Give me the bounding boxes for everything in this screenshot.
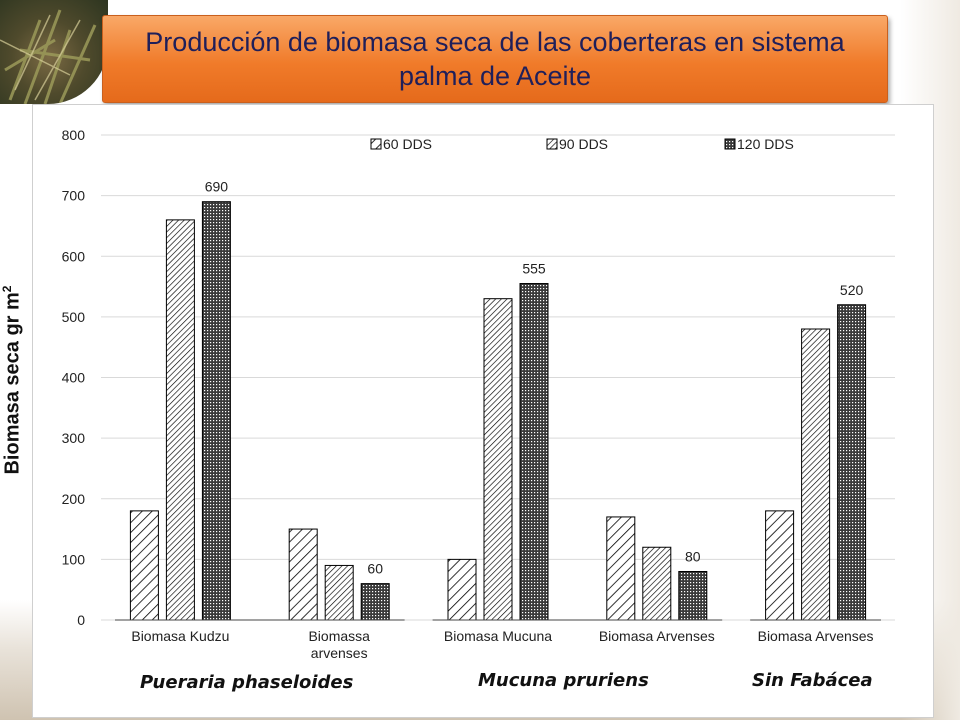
data-label: 555: [522, 261, 546, 277]
bar-chart: 690 60 555 80 520 0 100 200 300 400 500 600 700 800 B…: [62, 127, 895, 661]
group-label-pueraria: Pueraria phaseloides: [140, 672, 354, 693]
y-tick-label: 400: [62, 370, 86, 386]
palm-leaves-icon: [0, 9, 97, 104]
group-label-mucuna: Mucuna pruriens: [478, 670, 649, 691]
data-label: 60: [367, 561, 383, 577]
data-label: 690: [205, 179, 229, 195]
slide-title-banner: Producción de biomasa seca de las cobert…: [102, 15, 888, 103]
x-category-label: Biomasa Kudzu: [131, 628, 229, 644]
bar: [678, 571, 708, 621]
data-label: 80: [685, 549, 701, 565]
y-tick-label: 300: [62, 430, 86, 446]
bar: [837, 304, 867, 621]
y-axis-title-text: Biomasa seca gr m: [1, 292, 24, 475]
bar: [288, 528, 318, 621]
x-category-label: arvenses: [311, 645, 368, 661]
legend-swatch: [724, 138, 736, 150]
bar: [765, 510, 795, 621]
y-axis-title-superscript: 2: [0, 285, 14, 293]
y-tick-label: 500: [62, 309, 86, 325]
y-tick-label: 600: [62, 248, 86, 264]
bar: [801, 328, 831, 621]
bar: [447, 558, 477, 621]
x-category-label: Biomassa: [308, 628, 370, 644]
y-tick-label: 700: [62, 188, 86, 204]
bar: [519, 283, 549, 621]
y-tick-label: 0: [77, 612, 85, 628]
data-label: 520: [840, 282, 864, 298]
y-tick-label: 200: [62, 491, 86, 507]
legend-label: 120 DDS: [737, 136, 794, 152]
palm-photo-image: [0, 0, 108, 104]
bar: [324, 564, 354, 621]
bar: [201, 201, 231, 621]
bar: [360, 583, 390, 621]
legend-label: 60 DDS: [383, 136, 432, 152]
y-tick-label: 800: [62, 127, 86, 143]
group-label-sin-fabacea: Sin Fabácea: [752, 670, 873, 691]
x-category-label: Biomasa Mucuna: [444, 628, 552, 644]
slide-title: Producción de biomasa seca de las cobert…: [145, 27, 845, 91]
y-axis-title: Biomasa seca gr m2: [0, 260, 25, 500]
chart-frame: 690 60 555 80 520 0 100 200 300 400 500 600 700 800 B…: [32, 104, 934, 718]
bar: [606, 516, 636, 621]
bar: [483, 298, 513, 621]
bar: [129, 510, 159, 621]
bar: [642, 546, 672, 621]
legend-swatch: [370, 138, 382, 150]
bar: [165, 219, 195, 621]
x-category-label: Biomasa Arvenses: [758, 628, 874, 644]
y-tick-label: 100: [62, 551, 86, 567]
x-category-label: Biomasa Arvenses: [599, 628, 715, 644]
legend-label: 90 DDS: [559, 136, 608, 152]
legend-swatch: [546, 138, 558, 150]
